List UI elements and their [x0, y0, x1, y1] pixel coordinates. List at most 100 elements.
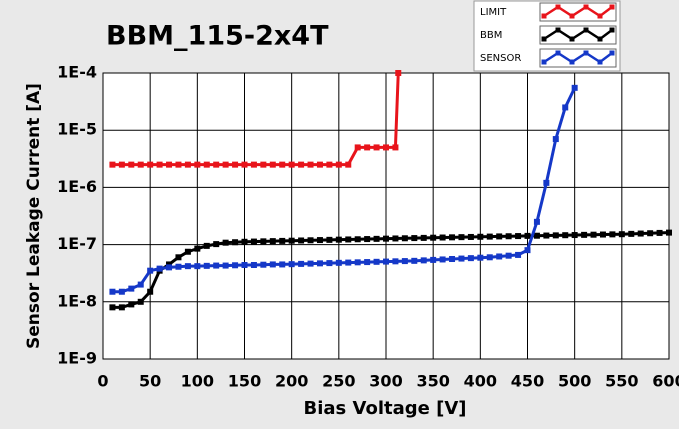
data-point [269, 161, 276, 168]
data-point [496, 253, 503, 260]
data-point [392, 235, 399, 242]
data-point [543, 179, 550, 186]
data-point [449, 256, 456, 263]
data-point [232, 161, 239, 168]
data-point [203, 242, 210, 249]
data-point [298, 260, 305, 267]
data-point [109, 161, 116, 168]
y-tick-label: 1E-6 [57, 177, 97, 196]
x-tick-label: 450 [511, 372, 544, 391]
data-point [118, 288, 125, 295]
data-point [505, 233, 512, 240]
legend-marker [569, 59, 575, 65]
x-tick-label: 150 [228, 372, 261, 391]
data-point [590, 231, 597, 238]
data-point [345, 236, 352, 243]
data-point [486, 233, 493, 240]
data-point [156, 265, 163, 272]
data-point [335, 161, 342, 168]
data-point [486, 254, 493, 261]
data-point [637, 230, 644, 237]
data-point [345, 161, 352, 168]
legend-marker [541, 36, 547, 42]
data-point [401, 258, 408, 265]
data-point [439, 234, 446, 241]
data-point [373, 144, 380, 151]
data-point [383, 258, 389, 265]
data-point [137, 298, 144, 305]
chart-title: BBM_115-2x4T [106, 21, 329, 52]
data-point [222, 239, 229, 246]
y-tick-label: 1E-7 [57, 234, 97, 253]
data-point [515, 251, 522, 258]
y-tick-label: 1E-9 [57, 349, 97, 368]
legend-marker [609, 27, 615, 33]
data-point [335, 236, 342, 243]
data-point [392, 144, 399, 151]
data-point [250, 238, 257, 245]
data-point [175, 161, 182, 168]
data-point [147, 267, 154, 274]
data-point [666, 229, 672, 236]
data-point [222, 161, 229, 168]
data-point [213, 161, 220, 168]
data-point [316, 237, 323, 244]
data-point [137, 161, 144, 168]
data-point [166, 264, 173, 271]
data-point [213, 262, 220, 269]
data-point [260, 261, 267, 268]
data-point [166, 161, 173, 168]
legend-marker [555, 50, 561, 56]
legend-marker [541, 13, 547, 19]
data-point [354, 259, 361, 266]
data-point [128, 285, 135, 292]
data-point [477, 233, 484, 240]
data-point [250, 161, 257, 168]
data-point [241, 261, 248, 268]
plot-frame [102, 72, 670, 360]
x-tick-label: 300 [369, 372, 402, 391]
data-point [118, 161, 125, 168]
y-axis-label: Sensor Leakage Current [A] [24, 83, 44, 349]
y-tick-label: 1E-4 [57, 63, 97, 82]
data-point [552, 136, 559, 143]
data-point [449, 234, 456, 241]
legend-label: SENSOR [480, 53, 521, 64]
data-point [656, 229, 663, 236]
data-point [373, 258, 380, 265]
x-tick-label: 600 [652, 372, 679, 391]
x-axis-label: Bias Voltage [V] [304, 398, 467, 419]
data-point [241, 161, 248, 168]
data-point [467, 233, 474, 240]
data-point [307, 237, 314, 244]
legend-label: LIMIT [480, 7, 507, 18]
legend-marker [583, 27, 589, 33]
legend-marker [583, 50, 589, 56]
data-point [571, 232, 578, 239]
x-tick-label: 400 [464, 372, 497, 391]
data-point [543, 232, 550, 239]
data-point [383, 144, 389, 151]
data-point [203, 161, 210, 168]
plot [109, 70, 672, 311]
x-tick-label: 0 [97, 372, 108, 391]
data-point [458, 234, 465, 241]
data-point [194, 263, 201, 270]
data-point [137, 281, 144, 288]
x-tick-label: 550 [605, 372, 638, 391]
data-point [533, 232, 540, 239]
legend-marker [555, 27, 561, 33]
data-point [279, 261, 286, 268]
legend-marker [597, 13, 603, 19]
data-point [175, 263, 182, 270]
data-point [524, 247, 531, 254]
x-tick-label: 200 [275, 372, 308, 391]
data-point [194, 161, 201, 168]
data-point [203, 262, 210, 269]
data-point [316, 161, 323, 168]
data-point [420, 234, 427, 241]
data-point [316, 260, 323, 267]
x-tick-label: 250 [322, 372, 355, 391]
